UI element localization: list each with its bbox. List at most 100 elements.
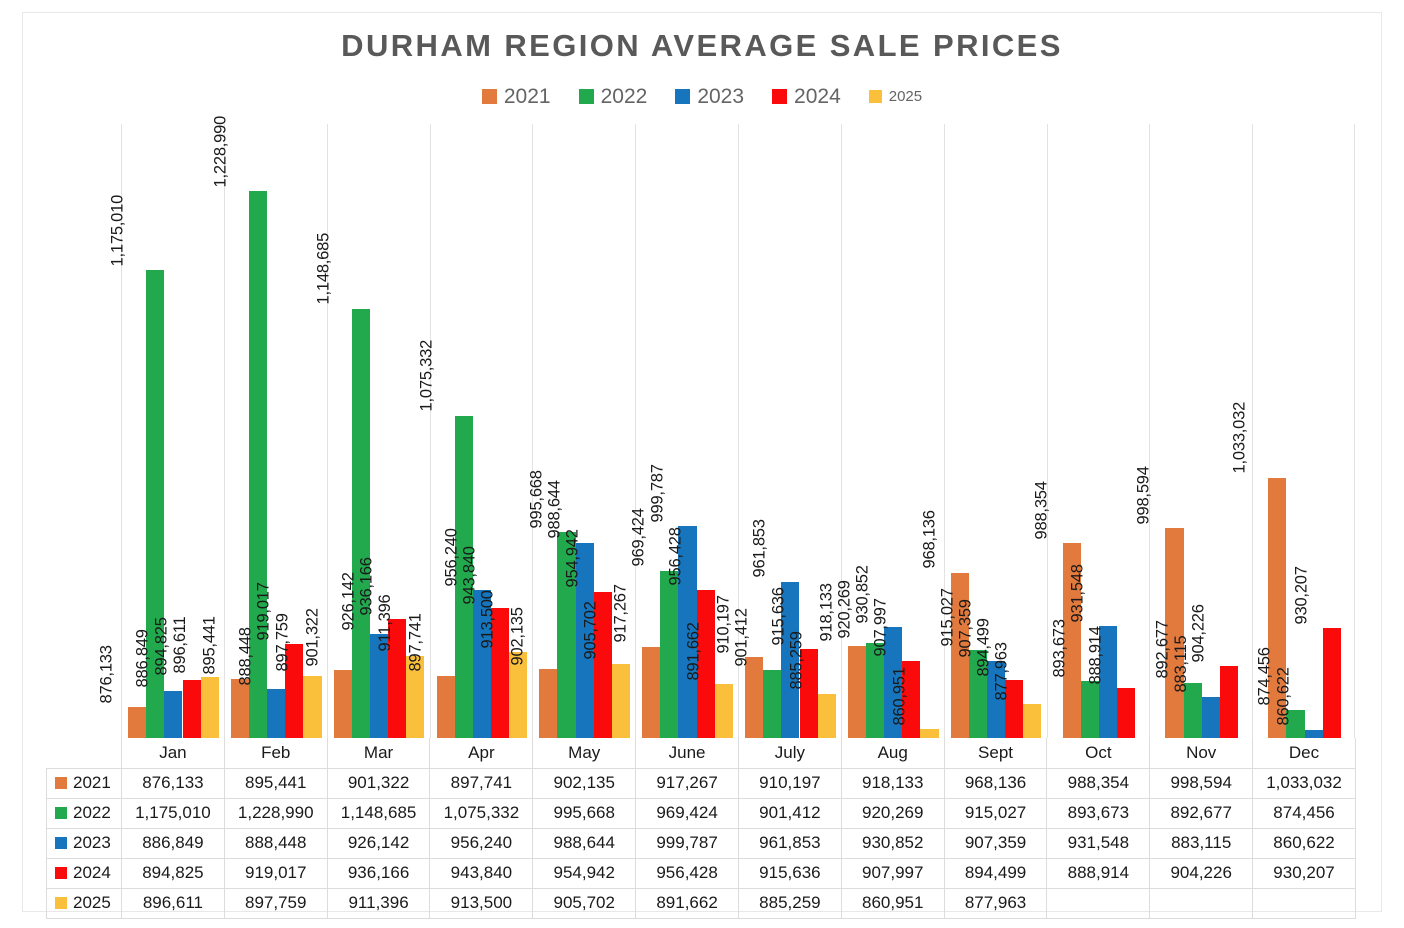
bar-2023-jan[interactable]: 886,849 — [134, 124, 183, 738]
bar-value-label: 888,914 — [1086, 626, 1105, 685]
bar-2025-july[interactable]: 885,259 — [787, 124, 836, 738]
bar-cluster: 902,135 995,668 988,644 954,942 905,702 — [509, 124, 635, 738]
bar-cluster: 876,133 1,175,010 886,849 894,825 896,611 — [97, 124, 224, 738]
bar-2024-sept[interactable]: 894,499 — [975, 124, 1024, 738]
bar-2021-apr[interactable]: 897,741 — [406, 124, 455, 738]
bar-2021-nov[interactable]: 998,594 — [1135, 124, 1184, 738]
table-cell: 888,448 — [223, 827, 328, 859]
bar-value-label: 907,359 — [956, 599, 975, 658]
bar-2025-apr[interactable]: 913,500 — [479, 124, 528, 738]
bar-value-label: 999,787 — [647, 464, 666, 523]
bar-value-label: 911,396 — [376, 594, 395, 652]
bar-2021-mar[interactable]: 901,322 — [303, 124, 352, 738]
bar-2023-july[interactable]: 961,853 — [751, 124, 800, 738]
bar-2022-may[interactable]: 995,668 — [527, 124, 576, 738]
bar-2023-aug[interactable]: 930,852 — [854, 124, 903, 738]
bar-2022-feb[interactable]: 1,228,990 — [212, 116, 268, 738]
bar-rect — [267, 689, 286, 738]
table-series-label: 2021 — [73, 773, 111, 792]
bar-2023-nov[interactable]: 883,115 — [1172, 124, 1220, 738]
bar-2021-jan[interactable]: 876,133 — [97, 124, 147, 738]
bar-2024-aug[interactable]: 907,997 — [872, 124, 921, 738]
table-cell: 874,456 — [1252, 797, 1356, 829]
bar-rect — [696, 589, 715, 738]
bar-2025-jan[interactable]: 896,611 — [171, 124, 219, 738]
bar-rect — [146, 270, 165, 738]
bar-2023-oct[interactable]: 931,548 — [1068, 124, 1118, 738]
bar-2021-may[interactable]: 902,135 — [509, 124, 558, 738]
bar-2024-may[interactable]: 954,942 — [563, 124, 612, 738]
legend-item-2022[interactable]: 2022 — [578, 86, 647, 107]
bar-2023-feb[interactable]: 888,448 — [237, 124, 286, 738]
legend-item-2024[interactable]: 2024 — [772, 86, 841, 107]
bar-2025-sept[interactable]: 877,963 — [993, 124, 1042, 738]
table-column-header-aug: Aug — [840, 738, 945, 769]
bar-2021-aug[interactable]: 918,133 — [817, 124, 866, 738]
bar-2022-apr[interactable]: 1,075,332 — [417, 124, 473, 738]
bar-2022-oct[interactable]: 893,673 — [1050, 124, 1099, 738]
bar-2025-may[interactable]: 905,702 — [581, 124, 631, 738]
table-cell: 891,662 — [635, 887, 739, 919]
table-cell: 897,759 — [223, 887, 328, 919]
bar-2021-june[interactable]: 917,267 — [612, 124, 661, 738]
bar-2021-feb[interactable]: 895,441 — [200, 124, 249, 738]
bar-2024-apr[interactable]: 943,840 — [460, 124, 510, 738]
bar-value-label: 936,166 — [357, 557, 376, 616]
table-cell: 920,269 — [840, 797, 945, 829]
bar-2022-aug[interactable]: 920,269 — [835, 124, 885, 738]
bar-2022-mar[interactable]: 1,148,685 — [315, 124, 370, 738]
table-cell: 969,424 — [635, 797, 739, 829]
data-table: Jan Feb Mar Apr May June July Aug Sept Oct Nov Dec … — [46, 738, 1356, 919]
bar-2024-oct[interactable]: 888,914 — [1087, 124, 1136, 738]
bar-2023-dec[interactable]: 860,622 — [1274, 124, 1323, 738]
table-row: 2025 896,611 897,759 911,396 913,500 905,702 8… — [46, 887, 1356, 919]
table-cell: 892,677 — [1149, 797, 1254, 829]
bar-value-label: 926,142 — [339, 571, 358, 630]
legend-swatch-2022 — [578, 89, 594, 104]
bar-value-label: 995,668 — [526, 470, 545, 529]
bar-2021-dec[interactable]: 1,033,032 — [1231, 124, 1287, 738]
bar-value-label: 894,499 — [974, 618, 993, 677]
legend-swatch-2021 — [481, 89, 497, 104]
bar-rect — [230, 678, 249, 738]
bar-2023-apr[interactable]: 956,240 — [442, 124, 491, 738]
bar-2023-mar[interactable]: 926,142 — [339, 124, 389, 738]
legend-item-2023[interactable]: 2023 — [675, 86, 744, 107]
bar-2022-nov[interactable]: 892,677 — [1153, 124, 1202, 738]
bar-2023-sept[interactable]: 907,359 — [956, 124, 1006, 738]
table-series-label: 2022 — [73, 803, 111, 822]
table-cell: 931,548 — [1046, 827, 1151, 859]
bar-2025-june[interactable]: 891,662 — [684, 124, 733, 738]
bar-2024-nov[interactable]: 904,226 — [1189, 124, 1239, 738]
bar-2022-dec[interactable]: 874,456 — [1256, 124, 1305, 738]
bar-2024-june[interactable]: 956,428 — [666, 124, 715, 738]
bar-2021-oct[interactable]: 988,354 — [1032, 124, 1081, 738]
bar-rect — [660, 570, 679, 738]
bar-2021-sept[interactable]: 968,136 — [920, 124, 969, 738]
bar-2025-aug[interactable]: 860,951 — [890, 124, 939, 738]
bar-rect — [799, 649, 818, 738]
table-cell: 918,133 — [840, 767, 945, 799]
bar-2022-june[interactable]: 969,424 — [630, 124, 679, 738]
bar-2025-mar[interactable]: 911,396 — [376, 124, 425, 738]
bar-2024-mar[interactable]: 936,166 — [358, 124, 407, 738]
bar-2025-feb[interactable]: 897,759 — [273, 124, 322, 738]
bar-2024-feb[interactable]: 919,017 — [255, 124, 304, 738]
bar-2024-dec[interactable]: 930,207 — [1292, 124, 1341, 738]
bar-value-label: 920,269 — [835, 580, 854, 639]
table-cell: 988,644 — [532, 827, 637, 859]
bar-2023-june[interactable]: 999,787 — [648, 124, 697, 738]
legend-item-2025[interactable]: 2025 — [868, 89, 922, 104]
bar-value-label: 891,662 — [684, 622, 703, 681]
bar-2022-sept[interactable]: 915,027 — [938, 124, 987, 738]
bar-value-label: 998,594 — [1134, 465, 1153, 525]
table-series-cell-2023: 2023 — [46, 827, 122, 859]
legend-item-2021[interactable]: 2021 — [481, 86, 551, 107]
bar-2024-jan[interactable]: 894,825 — [152, 124, 201, 738]
bar-2021-july[interactable]: 910,197 — [714, 124, 764, 738]
bar-2024-july[interactable]: 915,636 — [769, 124, 818, 738]
bar-2022-july[interactable]: 901,412 — [733, 124, 782, 738]
bar-2022-jan[interactable]: 1,175,010 — [109, 124, 165, 738]
bar-rect — [200, 677, 219, 738]
bar-2023-may[interactable]: 988,644 — [545, 124, 594, 738]
